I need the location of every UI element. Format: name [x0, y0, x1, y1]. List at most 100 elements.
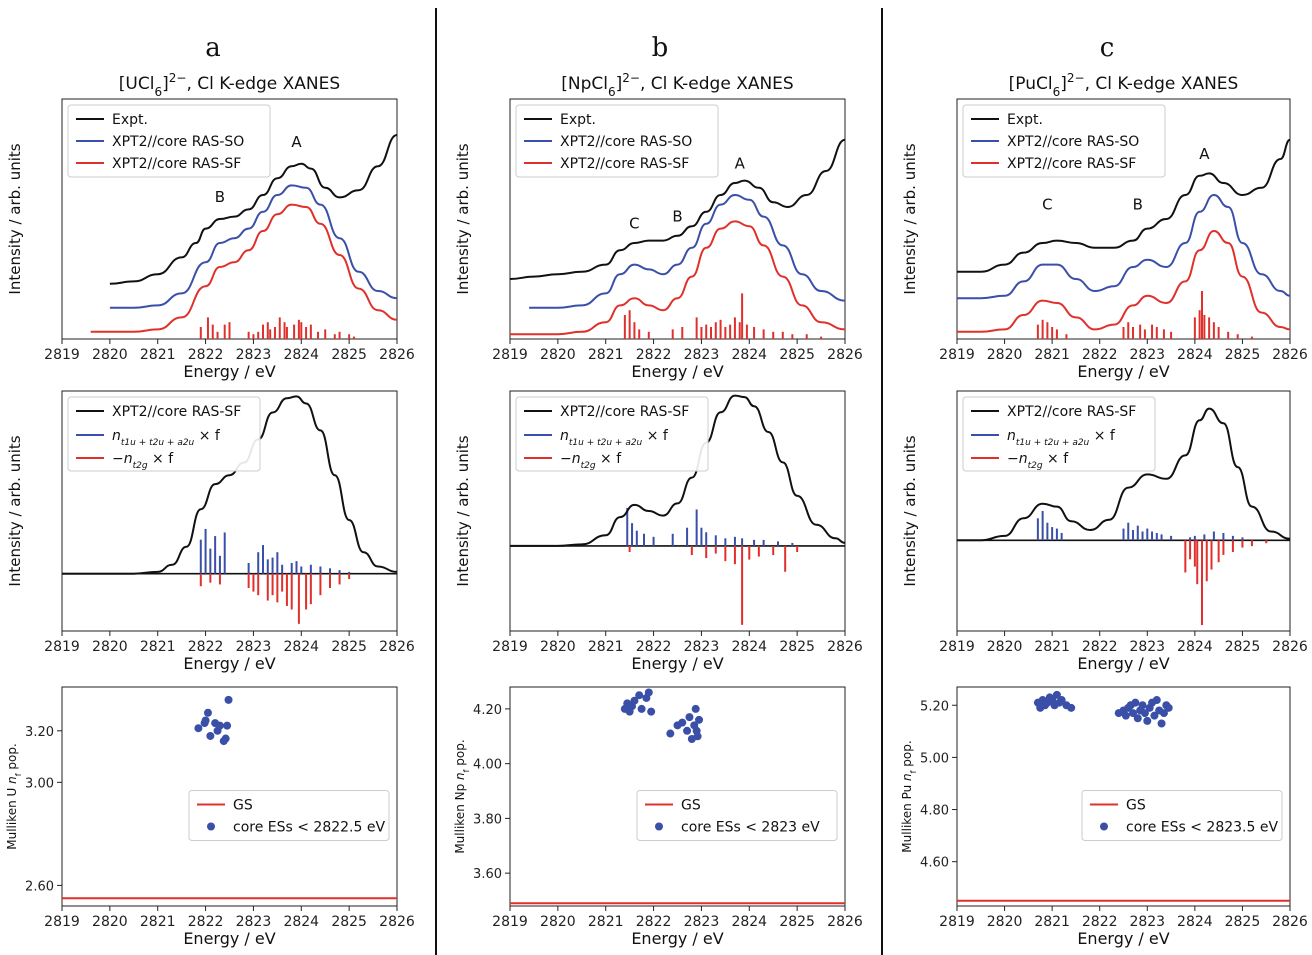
x-tick-label: 2821: [588, 347, 624, 363]
x-tick-label: 2820: [987, 347, 1023, 363]
data-point: [637, 704, 646, 713]
x-tick-label: 2822: [636, 639, 672, 655]
y-axis-label: Intensity / arb. units: [6, 435, 24, 586]
data-point: [223, 721, 232, 730]
x-tick-label: 2824: [1177, 639, 1213, 655]
y-tick-label: 3.60: [473, 867, 502, 882]
x-tick-label: 2826: [379, 347, 415, 363]
x-tick-label: 2821: [1034, 914, 1070, 930]
chart-c-row1: 2819 2820 2821 2822 2823 2824 2825 2826 Energy /…: [901, 71, 1308, 381]
plot-frame: [509, 390, 846, 632]
data-point: [215, 721, 224, 730]
x-tick-label: 2819: [44, 639, 80, 655]
data-point: [1143, 716, 1152, 725]
series-line-1: [509, 138, 846, 280]
y-tick-label: 4.00: [473, 758, 502, 773]
x-tick-label: 2820: [540, 347, 576, 363]
y-tick-label: 4.80: [920, 804, 949, 819]
x-tick-label: 2820: [92, 347, 128, 363]
y-tick-label: 4.20: [473, 703, 502, 718]
legend-box: [962, 104, 1166, 178]
legend-entry: XPT2//core RAS-SF: [112, 404, 241, 420]
panel-letter-a: a: [205, 33, 221, 63]
x-tick-label: 2821: [140, 347, 176, 363]
x-axis-label: Energy / eV: [631, 362, 723, 381]
plots-layer: 2819 2820 2821 2822 2823 2824 2825 2826 Energy /…: [5, 71, 1308, 948]
peak-label: B: [1133, 195, 1143, 213]
x-tick-label: 2824: [283, 347, 319, 363]
x-tick-label: 2822: [636, 347, 672, 363]
data-point: [1150, 711, 1159, 720]
y-axis-label: Intensity / arb. units: [6, 143, 24, 294]
legend-marker: [655, 822, 663, 831]
data-point: [1157, 719, 1166, 728]
series-line-3: [510, 220, 846, 336]
x-axis-label: Energy / eV: [631, 929, 723, 948]
peak-label: B: [672, 207, 682, 225]
legend-box: [962, 396, 1156, 472]
legend-entry: GS: [233, 798, 253, 814]
chart-c-row3: 2819 2820 2821 2822 2823 2824 2825 2826 Energy /…: [900, 686, 1308, 948]
legend-box: [515, 104, 719, 178]
plot-frame: [61, 686, 398, 907]
peak-label: B: [215, 188, 225, 206]
x-tick-label: 2823: [684, 639, 720, 655]
data-point: [1131, 698, 1140, 707]
x-tick-label: 2819: [492, 639, 528, 655]
y-tick-label: 3.00: [25, 776, 54, 791]
plot-frame: [956, 686, 1291, 907]
legend-entry: nt1u + t2u + a2u × f: [560, 428, 669, 448]
x-tick-label: 2821: [588, 639, 624, 655]
x-tick-label: 2820: [92, 639, 128, 655]
series-line-1: [957, 138, 1291, 273]
x-tick-label: 2820: [92, 914, 128, 930]
x-tick-label: 2825: [331, 639, 367, 655]
x-axis-label: Energy / eV: [1077, 929, 1169, 948]
chart-title: [UCl6]2−, Cl K-edge XANES: [119, 71, 340, 99]
data-point: [1140, 709, 1149, 718]
legend-box: [67, 104, 271, 178]
data-point: [644, 688, 653, 697]
series-line-2: [529, 193, 846, 309]
legend-entry: XPT2//core RAS-SO: [560, 134, 692, 150]
y-tick-label: 3.20: [25, 725, 54, 740]
data-point: [678, 718, 687, 727]
chart-b-row1: 2819 2820 2821 2822 2823 2824 2825 2826 Energy /…: [454, 71, 863, 381]
legend-entry: GS: [1126, 798, 1146, 814]
peak-label: C: [629, 215, 639, 233]
data-point: [647, 707, 656, 716]
x-tick-label: 2823: [684, 347, 720, 363]
series-line-sf: [956, 407, 1291, 542]
x-tick-label: 2822: [1082, 347, 1118, 363]
data-point: [1129, 709, 1138, 718]
x-tick-label: 2819: [44, 914, 80, 930]
x-tick-label: 2825: [331, 347, 367, 363]
x-tick-label: 2821: [588, 914, 624, 930]
panel-letter-c: c: [1100, 33, 1115, 63]
legend-entry: Expt.: [1007, 112, 1043, 128]
x-axis-label: Energy / eV: [1077, 362, 1169, 381]
legend-entry: XPT2//core RAS-SO: [112, 134, 244, 150]
x-tick-label: 2823: [684, 914, 720, 930]
x-axis-label: Energy / eV: [631, 654, 723, 673]
chart-b-row3: 2819 2820 2821 2822 2823 2824 2825 2826 Energy /…: [453, 686, 863, 948]
x-tick-label: 2819: [939, 914, 975, 930]
x-tick-label: 2825: [1225, 914, 1261, 930]
legend-entry: −nt2g × f: [560, 451, 622, 471]
x-tick-label: 2826: [827, 914, 863, 930]
x-tick-label: 2821: [140, 639, 176, 655]
x-tick-label: 2822: [1082, 914, 1118, 930]
x-tick-label: 2824: [283, 639, 319, 655]
data-point: [1067, 703, 1076, 712]
y-axis-label: Mulliken Pu nf pop.: [900, 740, 918, 852]
data-point: [194, 724, 203, 733]
y-tick-label: 4.60: [920, 856, 949, 871]
data-point: [1152, 696, 1161, 705]
series-line-3: [957, 229, 1291, 333]
x-tick-label: 2820: [540, 639, 576, 655]
legend-box: [1081, 790, 1283, 841]
y-axis-label: Mulliken U nf pop.: [5, 743, 23, 850]
x-tick-label: 2826: [827, 639, 863, 655]
x-tick-label: 2823: [236, 914, 272, 930]
x-tick-label: 2822: [188, 639, 224, 655]
